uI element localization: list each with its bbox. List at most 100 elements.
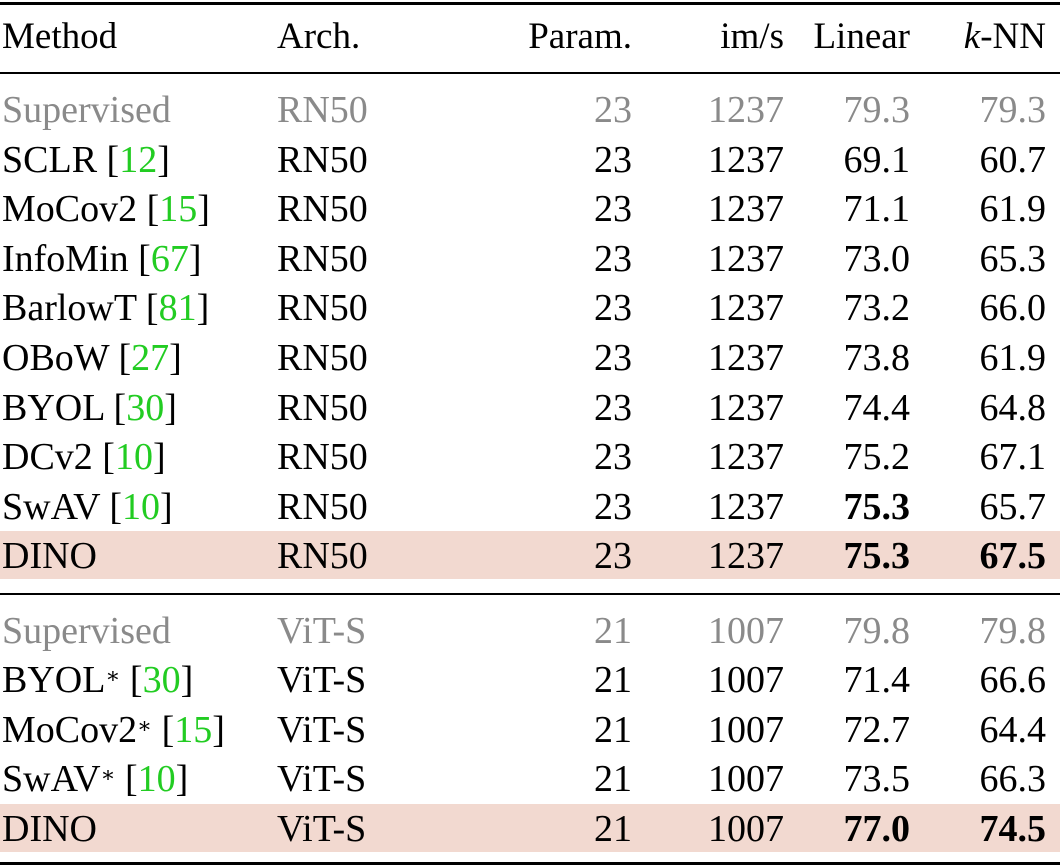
header-knn-k: k — [963, 16, 981, 57]
asterisk-marker: ∗ — [105, 663, 121, 689]
knn-cell: 67.5 — [979, 535, 1047, 578]
arch-cell: RN50 — [277, 337, 368, 379]
method-cell: DCv2 [10] — [2, 436, 166, 479]
linear-cell: 79.3 — [843, 89, 911, 131]
ims-cell: 1007 — [708, 610, 784, 652]
citation-link[interactable]: 67 — [150, 237, 189, 280]
citation-link[interactable]: 27 — [131, 337, 170, 379]
param-cell: 21 — [594, 758, 632, 801]
knn-cell: 74.5 — [979, 807, 1047, 850]
method-cell: InfoMin [67] — [2, 237, 202, 280]
method-cell: SCLR [12] — [2, 138, 170, 181]
param-cell: 23 — [594, 485, 632, 528]
param-cell: 23 — [594, 237, 632, 280]
param-cell: 23 — [594, 386, 632, 429]
param-cell: 21 — [594, 708, 632, 751]
ims-cell: 1237 — [708, 485, 784, 528]
method-cell: DINO — [2, 531, 97, 581]
arch-cell: RN50 — [277, 485, 368, 528]
arch-cell: RN50 — [277, 237, 368, 280]
table-row: BYOL [30] RN50 23 1237 74.4 64.8 — [0, 383, 1060, 433]
citation-link[interactable]: 12 — [119, 138, 158, 181]
header-knn: k-NN — [964, 12, 1046, 62]
table-header: Method Arch. Param. im/s Linear k-NN — [0, 12, 1060, 62]
table-row: DINO RN50 23 1237 75.3 67.5 — [0, 531, 1060, 581]
header-knn-rest: -NN — [980, 16, 1046, 57]
method-name: MoCov2 — [2, 708, 138, 751]
table-row: InfoMin [67] RN50 23 1237 73.0 65.3 — [0, 234, 1060, 284]
arch-cell: RN50 — [277, 188, 368, 231]
citation-link[interactable]: 10 — [114, 436, 153, 479]
citation-link[interactable]: 81 — [158, 287, 197, 330]
linear-cell: 77.0 — [843, 807, 911, 850]
method-name: DINO — [2, 807, 97, 850]
arch-cell: RN50 — [277, 386, 368, 429]
knn-cell: 64.8 — [979, 386, 1047, 429]
knn-cell: 66.6 — [979, 659, 1047, 702]
method-name: SwAV — [2, 485, 100, 528]
linear-cell: 69.1 — [843, 138, 911, 181]
method-cell: BYOL∗ [30] — [2, 659, 194, 702]
header-rule — [0, 72, 1060, 74]
param-cell: 21 — [594, 610, 632, 652]
arch-cell: ViT-S — [277, 659, 367, 702]
top-rule — [0, 2, 1060, 5]
ims-cell: 1237 — [708, 535, 784, 578]
method-name: Supervised — [2, 610, 171, 652]
table-row: DCv2 [10] RN50 23 1237 75.2 67.1 — [0, 432, 1060, 482]
asterisk-marker: ∗ — [100, 762, 116, 788]
linear-cell: 73.5 — [843, 758, 911, 801]
param-cell: 21 — [594, 807, 632, 850]
arch-cell: RN50 — [277, 535, 368, 578]
ims-cell: 1237 — [708, 386, 784, 429]
knn-cell: 65.7 — [979, 485, 1047, 528]
citation-link[interactable]: 15 — [174, 708, 213, 751]
method-name: BYOL — [2, 386, 105, 429]
group-divider-rule — [0, 593, 1060, 595]
knn-cell: 79.3 — [979, 89, 1047, 131]
method-cell: Supervised — [2, 85, 171, 135]
linear-cell: 75.3 — [843, 535, 911, 578]
knn-cell: 60.7 — [979, 138, 1047, 181]
citation-link[interactable]: 10 — [122, 485, 161, 528]
param-cell: 21 — [594, 659, 632, 702]
method-cell: SwAV [10] — [2, 485, 173, 528]
citation-link[interactable]: 30 — [126, 386, 165, 429]
method-name: OBoW — [2, 337, 109, 379]
table-row: DINO ViT-S 21 1007 77.0 74.5 — [0, 803, 1060, 854]
header-ims: im/s — [720, 16, 784, 57]
citation-link[interactable]: 10 — [137, 758, 176, 801]
method-name: MoCov2 — [2, 188, 138, 231]
linear-cell: 75.3 — [843, 485, 911, 528]
table-row: Supervised ViT-S 21 1007 79.8 79.8 — [0, 606, 1060, 656]
table-row: SwAV∗ [10] ViT-S 21 1007 73.5 66.3 — [0, 754, 1060, 804]
param-cell: 23 — [594, 337, 632, 379]
arch-cell: ViT-S — [277, 610, 367, 652]
method-cell: DINO — [2, 804, 97, 854]
bottom-rule — [0, 862, 1060, 865]
ims-cell: 1237 — [708, 337, 784, 379]
table-row: Supervised RN50 23 1237 79.3 79.3 — [0, 85, 1060, 135]
arch-cell: RN50 — [277, 436, 368, 479]
citation-link[interactable]: 15 — [159, 188, 198, 231]
linear-cell: 71.4 — [843, 659, 911, 702]
linear-cell: 72.7 — [843, 708, 911, 751]
arch-cell: ViT-S — [277, 807, 367, 850]
arch-cell: RN50 — [277, 287, 368, 330]
linear-cell: 73.8 — [843, 337, 911, 379]
citation-link[interactable]: 30 — [142, 659, 181, 702]
method-name: DCv2 — [2, 436, 93, 479]
knn-cell: 61.9 — [979, 337, 1047, 379]
method-name: SwAV — [2, 758, 101, 801]
linear-cell: 75.2 — [843, 436, 911, 479]
method-name: SCLR — [2, 138, 98, 181]
ims-cell: 1007 — [708, 758, 784, 801]
table-row: BarlowT [81] RN50 23 1237 73.2 66.0 — [0, 283, 1060, 333]
table-row: SwAV [10] RN50 23 1237 75.3 65.7 — [0, 482, 1060, 532]
knn-cell: 65.3 — [979, 237, 1047, 280]
header-arch: Arch. — [277, 16, 361, 57]
method-name: InfoMin — [2, 237, 129, 280]
ims-cell: 1237 — [708, 89, 784, 131]
method-name: Supervised — [2, 89, 171, 131]
table-row: MoCov2∗ [15] ViT-S 21 1007 72.7 64.4 — [0, 705, 1060, 755]
